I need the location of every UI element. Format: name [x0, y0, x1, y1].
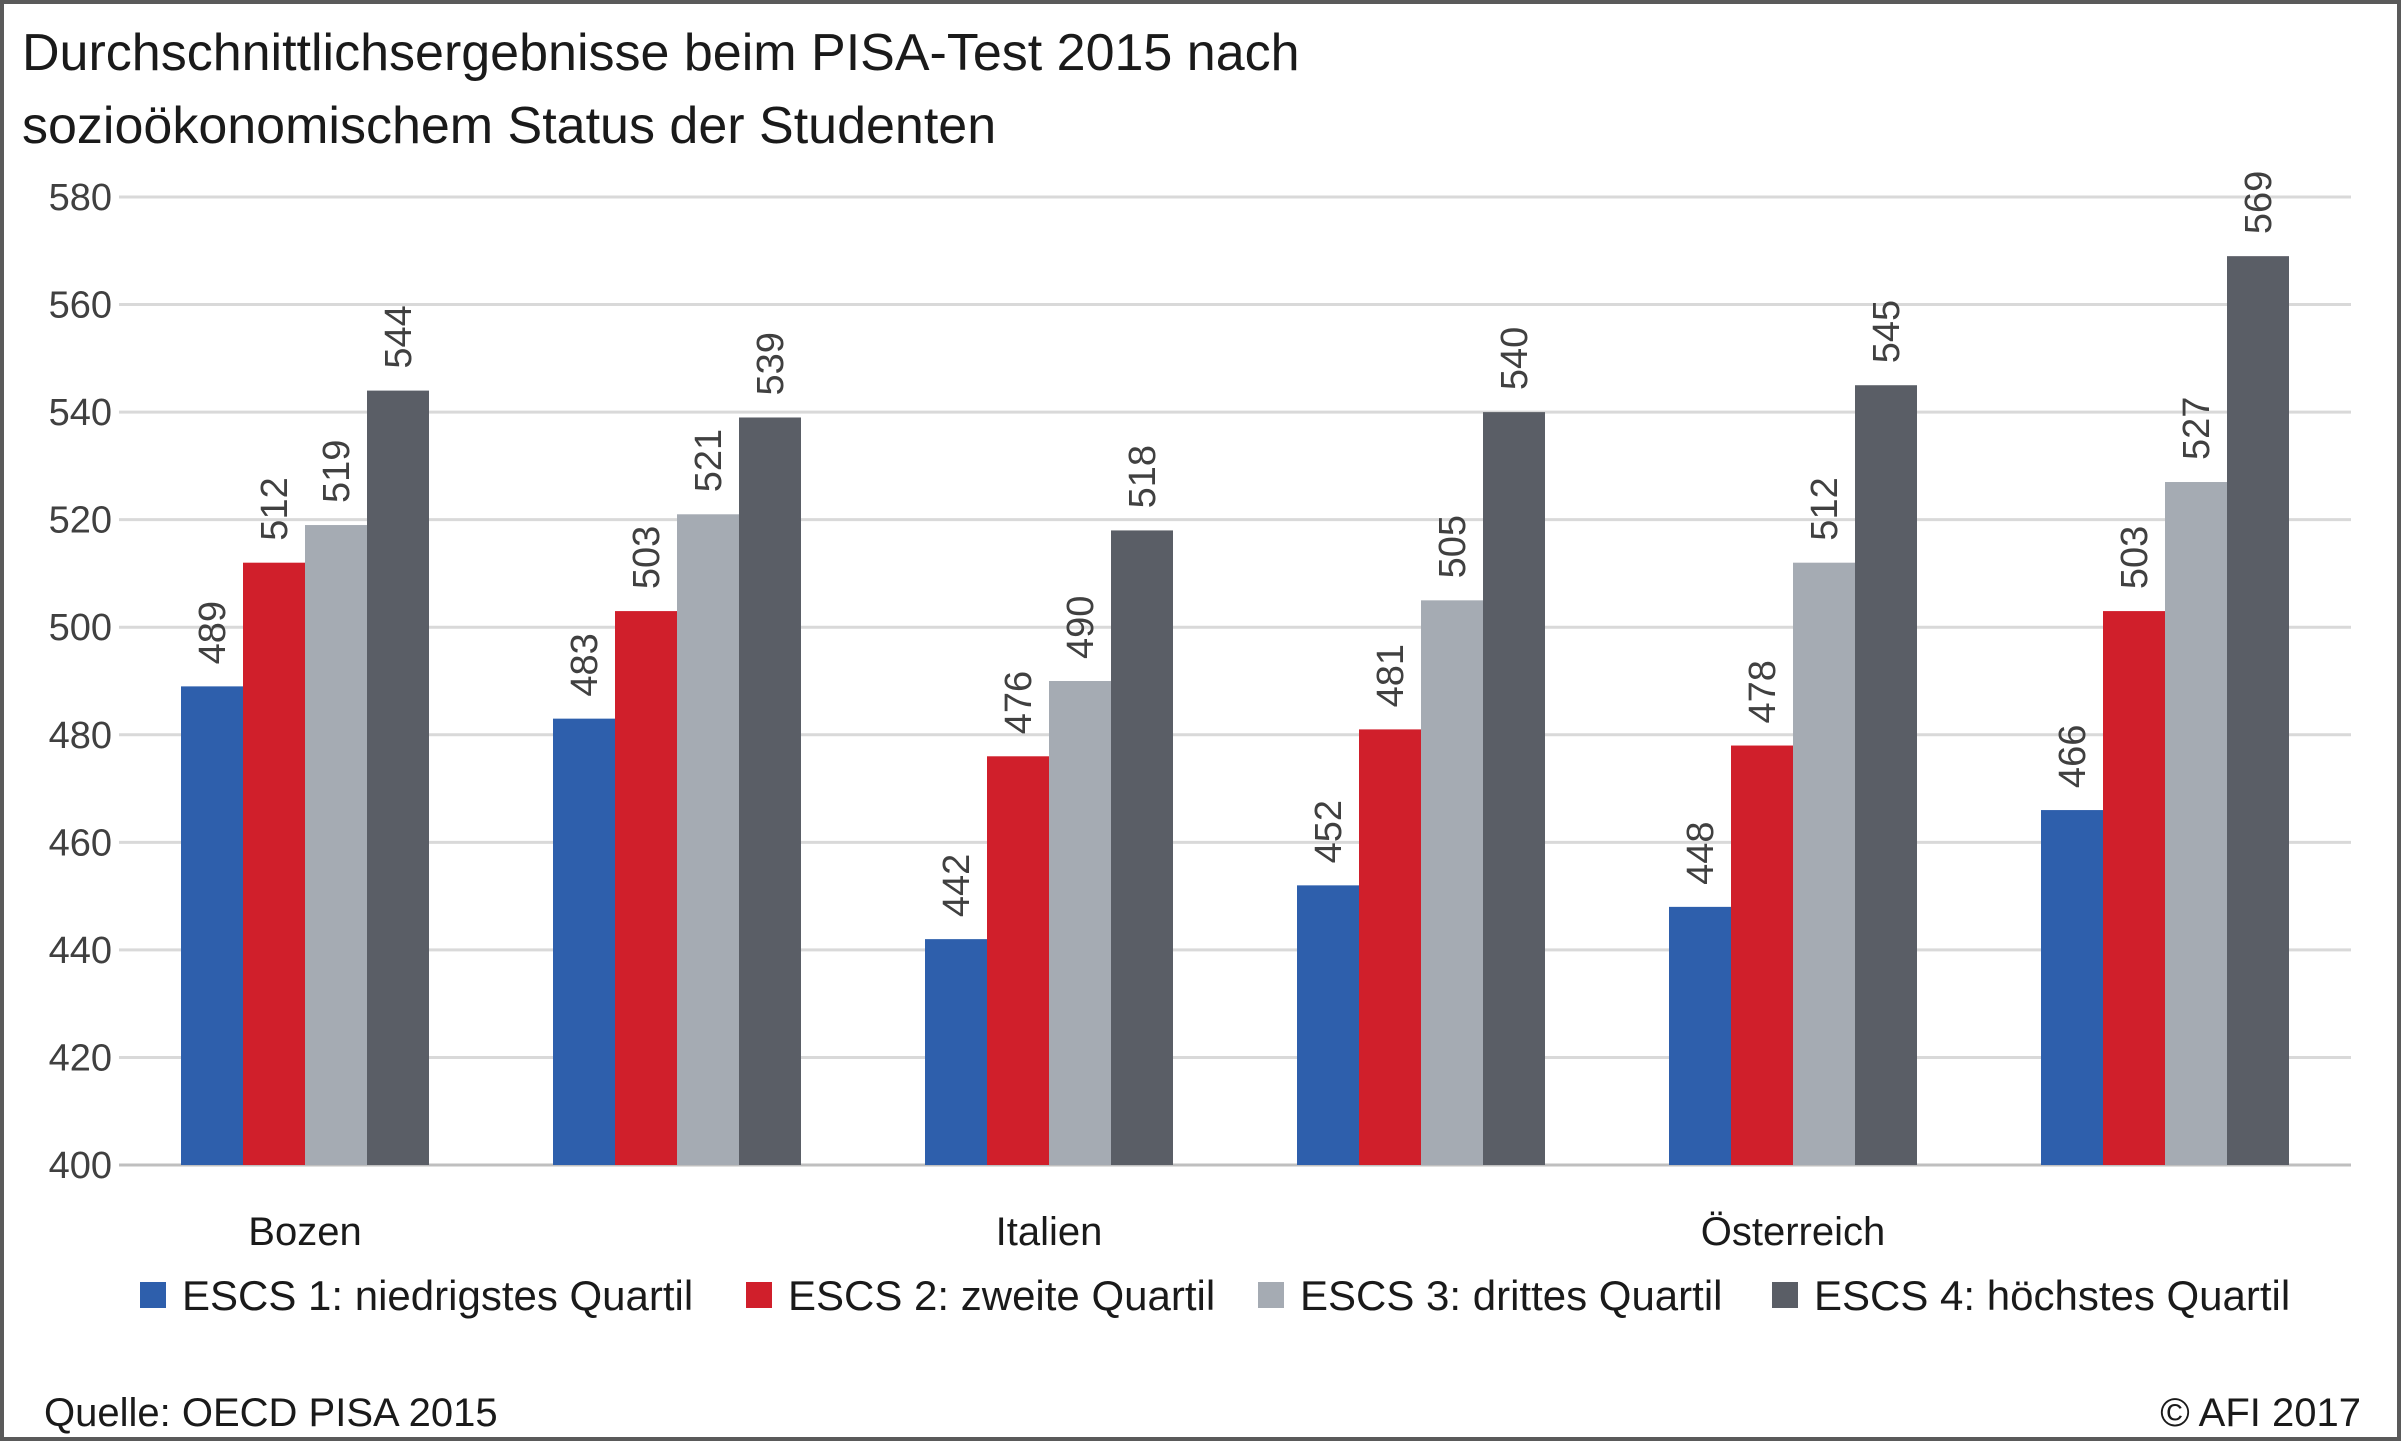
data-label: 481: [1370, 644, 1412, 707]
bar: [987, 756, 1049, 1165]
y-tick-label: 440: [49, 930, 112, 972]
bar: [2227, 256, 2289, 1166]
y-tick-label: 580: [49, 177, 112, 219]
y-tick-label: 460: [49, 822, 112, 864]
legend-swatch: [140, 1282, 166, 1308]
data-label: 448: [1680, 821, 1722, 884]
y-tick-label: 500: [49, 607, 112, 649]
data-label: 503: [2114, 526, 2156, 589]
bar: [2103, 611, 2165, 1165]
data-label: 518: [1122, 445, 1164, 508]
category-label: Bozen: [248, 1210, 361, 1254]
copyright-note: © AFI 2017: [2160, 1391, 2361, 1435]
data-label: 512: [254, 477, 296, 540]
data-label: 512: [1804, 477, 1846, 540]
bar: [305, 525, 367, 1165]
bar: [367, 390, 429, 1166]
category-label: Italien: [996, 1210, 1103, 1254]
y-tick-label: 420: [49, 1037, 112, 1079]
data-label: 521: [688, 429, 730, 492]
category-label: Österreich: [1701, 1210, 1886, 1254]
bars: [181, 256, 2289, 1166]
data-label: 483: [564, 633, 606, 696]
gridlines: [119, 195, 2351, 1167]
data-label: 490: [1060, 596, 1102, 659]
legend-label: ESCS 2: zweite Quartil: [788, 1272, 1215, 1319]
legend: ESCS 1: niedrigstes Quartil ESCS 2: zweit…: [140, 1272, 2290, 1319]
y-tick-label: 480: [49, 715, 112, 757]
bar: [1669, 906, 1731, 1165]
bar: [2041, 810, 2103, 1165]
chart-title-line2: sozioökonomischem Status der Studenten: [22, 97, 996, 155]
legend-swatch: [1258, 1282, 1284, 1308]
bar: [243, 562, 305, 1165]
data-label: 569: [2238, 171, 2280, 234]
y-tick-label: 400: [49, 1145, 112, 1187]
bar: [1111, 530, 1173, 1165]
bar: [925, 939, 987, 1165]
data-label: 540: [1494, 327, 1536, 390]
bar: [1483, 412, 1545, 1166]
y-axis-ticks: 400 420 440 460 480 500 520 540 560 580: [49, 177, 112, 1187]
bar: [677, 514, 739, 1165]
data-label: 452: [1308, 800, 1350, 863]
bar: [615, 611, 677, 1165]
data-label: 476: [998, 671, 1040, 734]
bar: [1421, 600, 1483, 1165]
data-label: 519: [316, 440, 358, 503]
x-axis-categories: Bozen Italien Österreich: [248, 1210, 1885, 1254]
bar: [1359, 729, 1421, 1165]
legend-label: ESCS 4: höchstes Quartil: [1814, 1272, 2290, 1319]
legend-label: ESCS 1: niedrigstes Quartil: [182, 1272, 693, 1319]
data-label: 505: [1432, 515, 1474, 578]
chart-title-line1: Durchschnittlichsergebnisse beim PISA-Te…: [22, 24, 1300, 82]
data-labels: 489 483 442 452 448 466 512 503 476 481 478 503 519 5…: [192, 171, 2280, 917]
bar: [1793, 562, 1855, 1165]
data-label: 539: [750, 332, 792, 395]
bar: [1049, 681, 1111, 1165]
data-label: 489: [192, 601, 234, 664]
bar: [553, 718, 615, 1165]
bar: [181, 686, 243, 1165]
legend-label: ESCS 3: drittes Quartil: [1300, 1272, 1722, 1319]
y-tick-label: 520: [49, 500, 112, 542]
bar: [1297, 885, 1359, 1165]
data-label: 478: [1742, 660, 1784, 723]
chart-canvas: Durchschnittlichsergebnisse beim PISA-Te…: [22, 24, 2361, 1435]
data-label: 503: [626, 526, 668, 589]
data-label: 466: [2052, 725, 2094, 788]
data-label: 544: [378, 305, 420, 368]
data-label: 527: [2176, 397, 2218, 460]
source-note: Quelle: OECD PISA 2015: [44, 1391, 498, 1435]
legend-swatch: [1772, 1282, 1798, 1308]
y-tick-label: 540: [49, 392, 112, 434]
bar: [1731, 745, 1793, 1165]
y-tick-label: 560: [49, 285, 112, 327]
legend-swatch: [746, 1282, 772, 1308]
bar: [2165, 482, 2227, 1165]
bar: [739, 417, 801, 1165]
data-label: 545: [1866, 300, 1908, 363]
data-label: 442: [936, 854, 978, 917]
bar: [1855, 385, 1917, 1165]
